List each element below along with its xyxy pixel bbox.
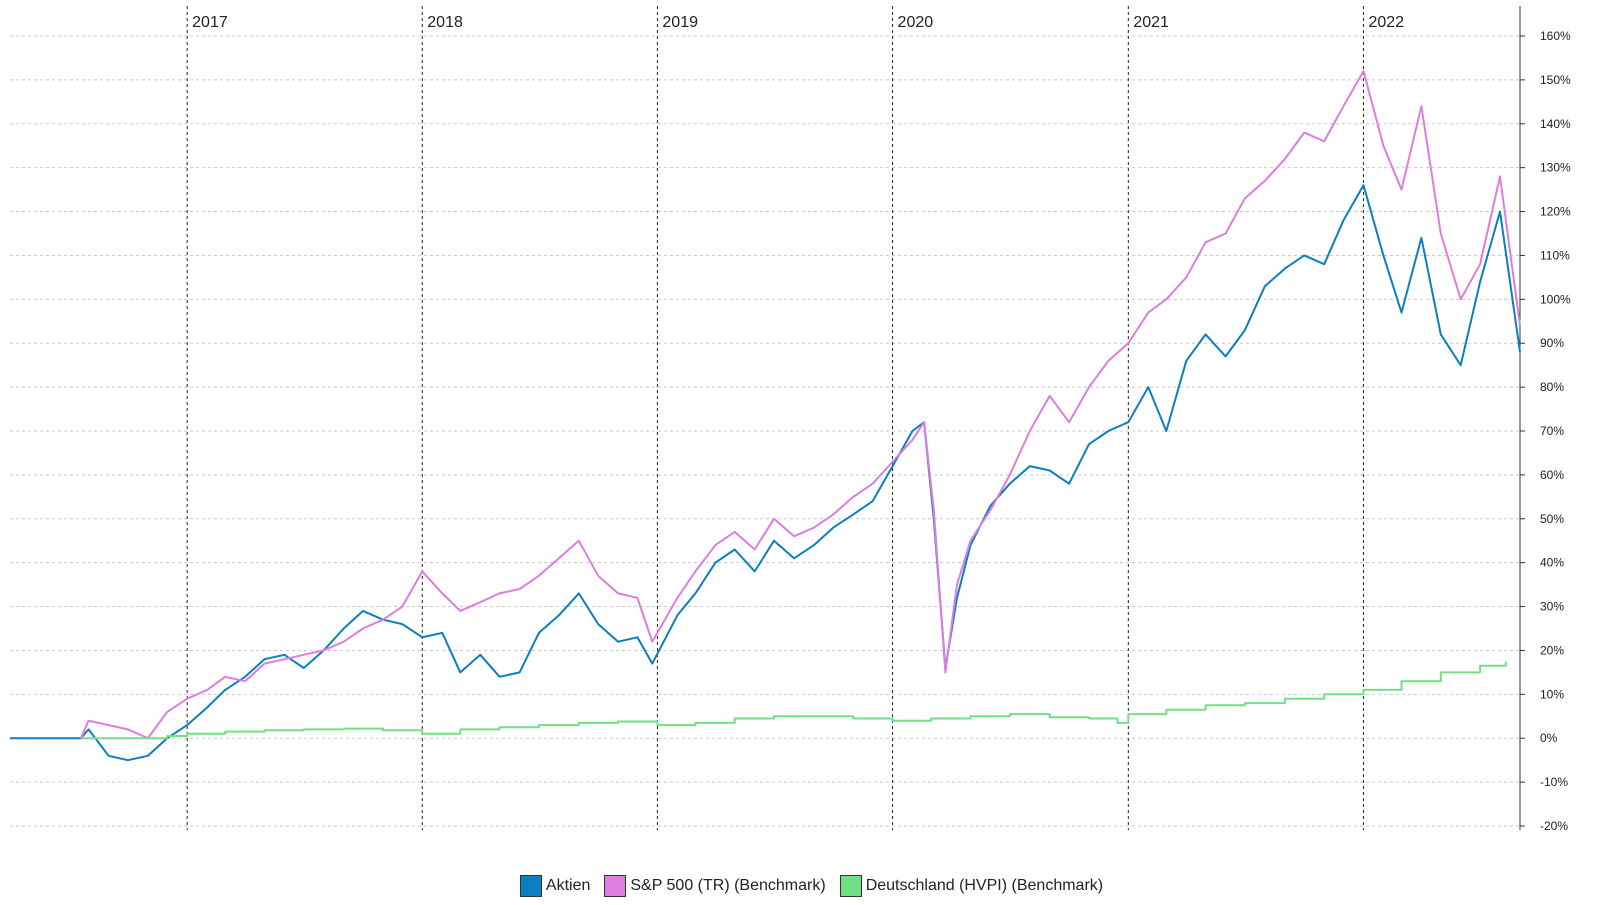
y-tick-label: 120% [1540,205,1571,219]
y-tick-label: 70% [1540,424,1564,438]
y-tick-label: 80% [1540,380,1564,394]
x-tick-label: 2022 [1368,14,1404,31]
legend-label: Deutschland (HVPI) (Benchmark) [865,877,1104,894]
legend-label: Aktien [545,877,591,894]
legend-swatch [839,875,862,897]
line-chart: 2017 2018 2019 2020 2021 2022 160% 150% 140% 130… [10,6,1571,833]
y-tick-label: -10% [1540,775,1568,789]
y-tick-label: -20% [1540,819,1568,833]
legend-item-sp500[interactable]: S&P 500 (TR) (Benchmark) [604,875,826,897]
x-tick-label: 2019 [662,14,698,31]
y-tick-label: 100% [1540,292,1571,306]
y-tick-label: 30% [1540,600,1564,614]
y-tick-label: 150% [1540,73,1571,87]
y-tick-label: 60% [1540,468,1564,482]
year-dividers: 2017 2018 2019 2020 2021 2022 [186,6,1404,830]
y-tick-label: 110% [1540,248,1570,262]
y-tick-label: 50% [1540,512,1564,526]
y-tick-label: 140% [1540,117,1571,131]
y-tick-label: 160% [1540,29,1571,43]
x-tick-label: 2017 [192,14,228,31]
y-tick-label: 0% [1540,731,1558,745]
gridlines [10,35,1520,827]
y-tick-label: 40% [1540,556,1564,570]
y-tick-label: 90% [1540,336,1564,350]
legend-item-aktien[interactable]: Aktien [519,875,591,897]
legend-item-hvpi[interactable]: Deutschland (HVPI) (Benchmark) [839,875,1104,897]
y-axis: 160% 150% 140% 130% 120% 110% 100% 90% 80% 70% 60%… [1519,6,1571,833]
y-tick-label: 10% [1540,687,1564,701]
series-line-2 [80,661,1507,740]
series-lines [10,70,1521,762]
x-tick-label: 2018 [427,14,463,31]
legend-swatch [519,875,542,897]
legend-label: S&P 500 (TR) (Benchmark) [630,877,826,894]
legend-swatch [604,875,627,897]
x-tick-label: 2020 [898,14,934,31]
series-line-1 [79,70,1521,740]
y-tick-label: 20% [1540,643,1564,657]
legend: Aktien S&P 500 (TR) (Benchmark) Deutschl… [0,875,1623,897]
series-line-0 [10,184,1521,762]
x-tick-label: 2021 [1133,14,1169,31]
y-tick-label: 130% [1540,161,1571,175]
